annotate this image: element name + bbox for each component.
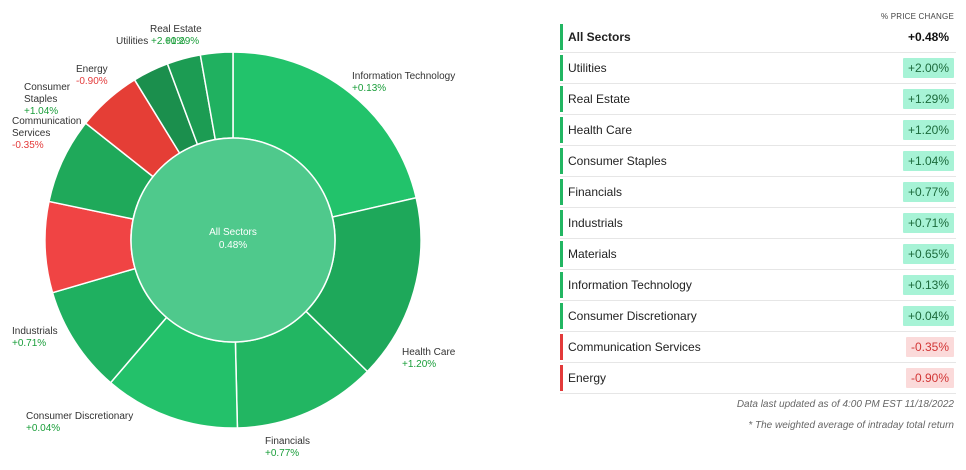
row-name: Real Estate <box>568 92 631 106</box>
row-name: Industrials <box>568 216 623 230</box>
table-row[interactable]: Consumer Discretionary +0.04% <box>560 301 956 332</box>
table-row[interactable]: Financials +0.77% <box>560 177 956 208</box>
table-rows: All Sectors +0.48% Utilities +2.00% Real E… <box>560 22 956 394</box>
row-value: -0.90% <box>905 368 954 388</box>
row-name: Information Technology <box>568 278 692 292</box>
row-indicator-bar <box>560 365 563 391</box>
footnote-weighted: * The weighted average of intraday total… <box>748 420 954 431</box>
row-indicator-bar <box>560 272 563 298</box>
sector-donut-chart: All Sectors 0.48% Information Technology … <box>12 24 456 459</box>
row-value: +1.20% <box>902 120 954 140</box>
row-indicator-bar <box>560 303 563 329</box>
row-name: Materials <box>568 247 617 261</box>
table-row[interactable]: Communication Services -0.35% <box>560 332 956 363</box>
row-value: +0.04% <box>902 306 954 326</box>
table-row[interactable]: Consumer Staples +1.04% <box>560 146 956 177</box>
label-real-estate: Real Estate <box>150 24 202 35</box>
donut-center <box>130 137 336 343</box>
row-name: All Sectors <box>568 30 631 44</box>
row-value: -0.35% <box>905 337 954 357</box>
table-row[interactable]: Utilities +2.00% <box>560 53 956 84</box>
row-name: Financials <box>568 185 623 199</box>
row-indicator-bar <box>560 210 563 236</box>
label-utilities-change: +2.00% <box>151 36 186 47</box>
table-row[interactable]: Real Estate +1.29% <box>560 84 956 115</box>
row-name: Utilities <box>568 61 607 75</box>
row-value: +2.00% <box>902 58 954 78</box>
row-indicator-bar <box>560 148 563 174</box>
label-health-care: Health Care +1.20% <box>402 347 456 370</box>
row-value: +0.77% <box>902 182 954 202</box>
row-name: Consumer Discretionary <box>568 309 697 323</box>
center-value: 0.48% <box>219 240 247 251</box>
row-value: +0.65% <box>902 244 954 264</box>
row-name: Health Care <box>568 123 633 137</box>
row-name: Consumer Staples <box>568 154 667 168</box>
label-utilities: Utilities +2.00% <box>116 36 186 47</box>
row-indicator-bar <box>560 55 563 81</box>
label-information-technology: Information Technology +0.13% <box>352 71 456 94</box>
column-header: % PRICE CHANGE <box>880 12 954 21</box>
row-indicator-bar <box>560 86 563 112</box>
table-row[interactable]: Energy -0.90% <box>560 363 956 394</box>
row-indicator-bar <box>560 179 563 205</box>
label-consumer-staples: Consumer Staples +1.04% <box>24 82 71 117</box>
row-indicator-bar <box>560 117 563 143</box>
row-value: +0.13% <box>902 275 954 295</box>
row-indicator-bar <box>560 24 563 50</box>
row-indicator-bar <box>560 334 563 360</box>
row-name: Communication Services <box>568 340 701 354</box>
donut-svg: All Sectors 0.48% <box>44 51 422 429</box>
row-indicator-bar <box>560 241 563 267</box>
center-label: All Sectors <box>209 227 257 238</box>
row-value: +0.71% <box>902 213 954 233</box>
label-industrials: Industrials +0.71% <box>12 326 58 349</box>
table-row[interactable]: Information Technology +0.13% <box>560 270 956 301</box>
label-communication-services: Communication Services -0.35% <box>12 116 82 151</box>
row-value: +1.04% <box>902 151 954 171</box>
footnote-updated: Data last updated as of 4:00 PM EST 11/1… <box>736 399 954 410</box>
label-financials: Financials +0.77% <box>265 436 311 459</box>
table-row-all-sectors[interactable]: All Sectors +0.48% <box>560 22 956 53</box>
table-row[interactable]: Industrials +0.71% <box>560 208 956 239</box>
table-row[interactable]: Materials +0.65% <box>560 239 956 270</box>
row-value: +1.29% <box>902 89 954 109</box>
label-energy: Energy -0.90% <box>76 64 108 87</box>
label-consumer-discretionary: Consumer Discretionary +0.04% <box>26 411 134 434</box>
table-row[interactable]: Health Care +1.20% <box>560 115 956 146</box>
row-name: Energy <box>568 371 607 385</box>
label-real-estate-change: +1.29% <box>165 36 200 47</box>
row-value: +0.48% <box>907 30 949 44</box>
